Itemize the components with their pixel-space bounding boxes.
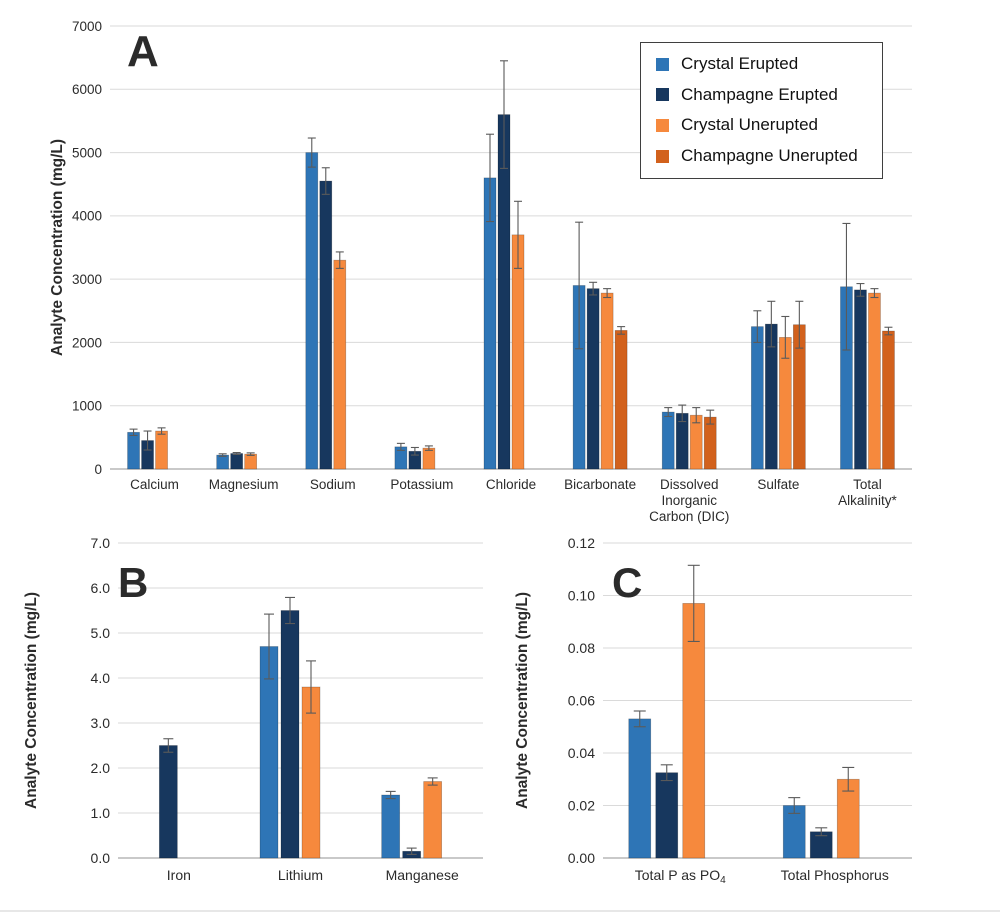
bottom-divider bbox=[0, 910, 1000, 912]
bar bbox=[628, 718, 652, 859]
category-label: Total Phosphorus bbox=[781, 867, 889, 883]
y-tick-label: 2000 bbox=[72, 335, 102, 350]
bar bbox=[230, 453, 244, 470]
y-tick-label: 5000 bbox=[72, 145, 102, 160]
y-tick-label: 7.0 bbox=[91, 535, 111, 551]
bar bbox=[661, 411, 675, 470]
y-tick-label: 0.04 bbox=[568, 745, 595, 761]
y-tick-label: 6000 bbox=[72, 82, 102, 97]
y-tick-label: 0.12 bbox=[568, 535, 595, 551]
legend-item-label: Crystal Unerupted bbox=[681, 115, 819, 135]
bar bbox=[655, 772, 679, 859]
legend-item: Crystal Unerupted bbox=[656, 113, 872, 138]
y-tick-label: 3000 bbox=[72, 272, 102, 287]
bar bbox=[614, 330, 628, 470]
bar bbox=[381, 794, 401, 859]
y-tick-label: 2.0 bbox=[91, 760, 111, 776]
y-tick-label: 4.0 bbox=[91, 670, 111, 686]
bar bbox=[854, 289, 867, 470]
category-label: Manganese bbox=[386, 867, 459, 883]
category-label: Potassium bbox=[390, 477, 453, 492]
y-axis-label: Analyte Concentration (mg/L) bbox=[514, 592, 531, 809]
y-tick-label: 3.0 bbox=[91, 715, 111, 731]
bar bbox=[280, 610, 300, 859]
legend-item: Crystal Erupted bbox=[656, 52, 872, 77]
bar bbox=[305, 152, 319, 470]
bar bbox=[703, 416, 717, 470]
y-tick-label: 0.06 bbox=[568, 693, 595, 709]
panel-letter: C bbox=[612, 559, 642, 606]
bar bbox=[882, 330, 895, 470]
y-tick-label: 4000 bbox=[72, 209, 102, 224]
category-label: Alkalinity* bbox=[838, 493, 897, 508]
bar bbox=[244, 453, 258, 470]
bar bbox=[216, 454, 230, 470]
bar bbox=[511, 234, 525, 470]
panel-letter: B bbox=[118, 559, 148, 606]
legend-item-label: Champagne Unerupted bbox=[681, 145, 858, 165]
category-label: Magnesium bbox=[209, 477, 279, 492]
panel-b-chart: 0.0 1.0 2.0 3.0 4.0 5.0 6.0 7.0 Iron Lithium Manga… bbox=[23, 535, 483, 883]
legend-swatch-icon bbox=[656, 57, 669, 71]
legend-item-label: Crystal Erupted bbox=[681, 54, 799, 73]
y-axis-label: Analyte Concentration (mg/L) bbox=[49, 139, 66, 356]
category-label: Total bbox=[853, 477, 882, 492]
category-label: Lithium bbox=[278, 867, 323, 883]
legend-swatch-icon bbox=[656, 149, 669, 163]
category-label: Sodium bbox=[310, 477, 356, 492]
bar bbox=[586, 288, 600, 470]
bar bbox=[333, 259, 347, 470]
legend-item-label: Champagne Erupted bbox=[681, 84, 838, 104]
y-tick-label: 1.0 bbox=[91, 805, 111, 821]
panel-letter: A bbox=[127, 27, 159, 76]
y-axis-label: Analyte Concentration (mg/L) bbox=[23, 592, 40, 809]
y-tick-label: 5.0 bbox=[91, 625, 111, 641]
legend-swatch-icon bbox=[656, 88, 669, 102]
legend-item: Champagne Unerupted bbox=[656, 144, 872, 169]
y-tick-label: 0.08 bbox=[568, 640, 595, 656]
y-tick-label: 0.00 bbox=[568, 850, 595, 866]
bar bbox=[155, 430, 168, 470]
legend-item: Champagne Erupted bbox=[656, 83, 872, 108]
category-label: Iron bbox=[167, 867, 191, 883]
legend: Crystal Erupted Champagne Erupted Crystal … bbox=[640, 42, 883, 179]
category-label: Total P as PO4 bbox=[635, 867, 726, 886]
bar bbox=[319, 180, 333, 470]
y-tick-label: 0 bbox=[94, 462, 102, 477]
category-label: Carbon (DIC) bbox=[649, 509, 729, 524]
category-label: Inorganic bbox=[661, 493, 717, 508]
bar bbox=[423, 781, 443, 859]
bar bbox=[127, 431, 140, 470]
bar bbox=[600, 292, 614, 470]
y-tick-label: 0.0 bbox=[91, 850, 111, 866]
y-tick-label: 7000 bbox=[72, 19, 102, 34]
y-tick-label: 0.02 bbox=[568, 798, 595, 814]
bar bbox=[750, 326, 764, 470]
y-tick-label: 0.10 bbox=[568, 588, 595, 604]
panel-c-chart: 0.00 0.02 0.04 0.06 0.08 0.10 0.12 Total P as P… bbox=[514, 535, 912, 886]
category-label: Dissolved bbox=[660, 477, 719, 492]
y-tick-label: 1000 bbox=[72, 399, 102, 414]
category-label: Bicarbonate bbox=[564, 477, 636, 492]
bar bbox=[158, 745, 178, 859]
bar bbox=[868, 292, 881, 470]
legend-swatch-icon bbox=[656, 119, 669, 133]
category-label: Sulfate bbox=[757, 477, 799, 492]
category-label: Chloride bbox=[486, 477, 536, 492]
bar bbox=[422, 447, 436, 470]
category-label: Calcium bbox=[130, 477, 179, 492]
y-tick-label: 6.0 bbox=[91, 580, 111, 596]
panel-a-chart: 0 1000 2000 3000 4000 5000 6000 7000 Calcium Magn… bbox=[49, 19, 912, 524]
